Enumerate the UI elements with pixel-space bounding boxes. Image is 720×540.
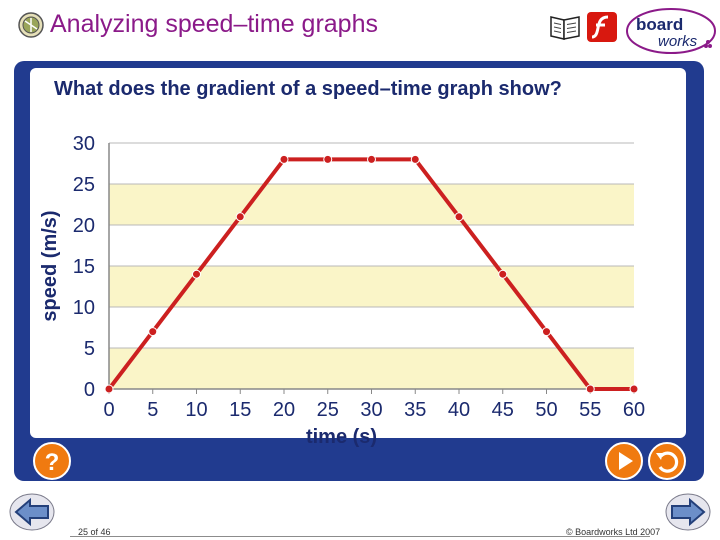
data-point [629,384,639,394]
svg-text:board: board [636,15,683,34]
data-point [585,384,595,394]
chart-band [109,225,634,266]
page-title: Analyzing speed–time graphs [50,10,378,38]
data-point [235,212,245,222]
next-slide-arrow-icon[interactable] [664,492,712,532]
play-button[interactable] [605,442,643,480]
data-point [410,154,420,164]
x-tick-label: 20 [273,399,295,421]
x-tick-label: 60 [623,399,645,421]
previous-slide-arrow-icon[interactable] [8,492,56,532]
x-tick-label: 30 [360,399,382,421]
y-tick-label: 15 [73,256,95,278]
x-tick-label: 25 [317,399,339,421]
speed-time-chart: 0 5 10 15 20 25 30 0 5 10 15 20 25 30 35 40 45 50 55 60 time… [39,133,645,448]
x-tick-label: 15 [229,399,251,421]
x-tick-label: 40 [448,399,470,421]
x-tick-label: 0 [103,399,114,421]
data-point [279,154,289,164]
question-mark-icon: ? [45,449,60,476]
play-icon [619,452,633,470]
scale-balance-icon [18,12,44,38]
boardworks-logo: board works [626,8,716,54]
chart-band [109,348,634,389]
y-tick-label: 0 [84,379,95,401]
data-point [104,384,114,394]
data-point [498,269,508,279]
svg-text:works: works [658,33,698,50]
book-icon[interactable] [548,12,582,42]
x-axis-label: time (s) [306,426,377,448]
help-button[interactable]: ? [33,442,71,480]
y-axis-label: speed (m/s) [39,210,61,321]
y-tick-label: 25 [73,174,95,196]
data-point [454,212,464,222]
footer-divider [70,536,650,537]
x-tick-label: 35 [404,399,426,421]
data-point [542,327,551,337]
data-point [192,269,201,279]
y-tick-label: 30 [73,133,95,155]
data-point [148,327,158,337]
x-tick-label: 10 [185,399,207,421]
header: Analyzing speed–time graphs board works [0,0,720,56]
data-point [367,154,376,164]
y-tick-label: 10 [73,297,95,319]
y-tick-label: 5 [84,338,95,360]
x-tick-label: 55 [579,399,601,421]
x-tick-label: 45 [492,399,514,421]
chart-band [109,184,634,225]
question-heading: What does the gradient of a speed–time g… [54,78,562,100]
restart-icon [656,451,679,473]
reset-button[interactable] [648,442,686,480]
x-tick-label: 5 [147,399,158,421]
copyright-text: © Boardworks Ltd 2007 [566,527,661,537]
svg-text:?: ? [45,449,60,476]
page-counter: 25 of 46 [78,527,111,537]
x-tick-label: 50 [535,399,557,421]
y-tick-label: 20 [73,215,95,237]
flash-icon[interactable] [586,11,618,43]
data-point [323,154,333,164]
